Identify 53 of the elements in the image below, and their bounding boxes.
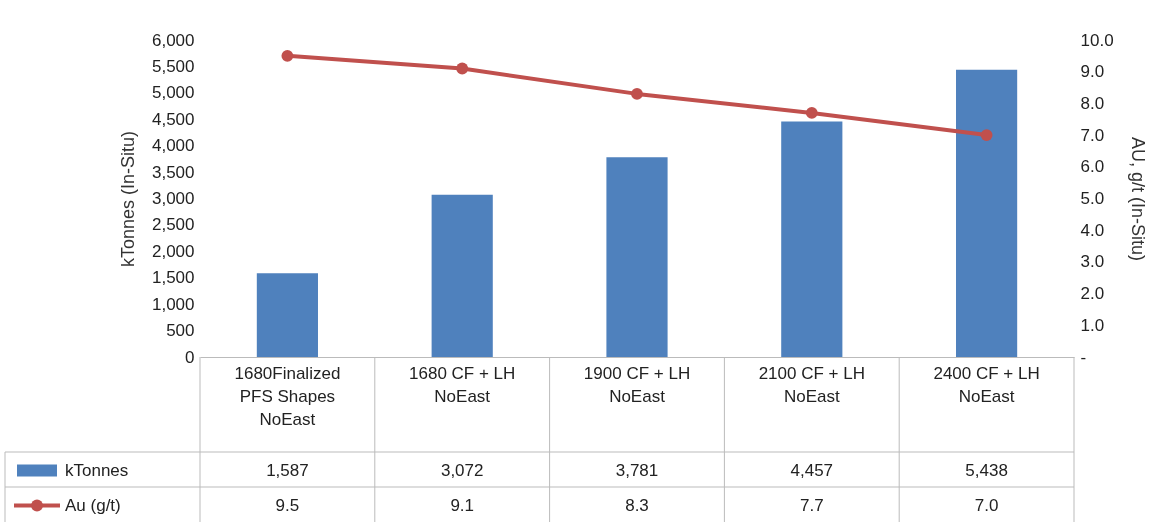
data-label: 7.0 — [974, 495, 999, 515]
data-label: 7.7 — [799, 495, 824, 515]
data-label: 8.3 — [625, 495, 649, 515]
y-tick-label: 4,500 — [151, 109, 195, 129]
y-tick-label: 6,000 — [151, 30, 195, 50]
legend-label: Au (g/t) — [65, 495, 121, 515]
data-label: 4,457 — [790, 460, 834, 480]
y2-tick-label: 10.0 — [1080, 30, 1114, 50]
y2-tick-label: 1.0 — [1080, 315, 1105, 335]
bar — [431, 194, 493, 357]
y-tick-label: 2,000 — [151, 241, 195, 261]
point — [456, 62, 469, 75]
y2-tick-label: 6.0 — [1080, 157, 1105, 177]
y2-tick-label: - — [1080, 347, 1087, 367]
data-label: 9.5 — [275, 495, 300, 515]
bar — [606, 157, 668, 357]
y-tick-label: 1,000 — [151, 294, 195, 314]
y-tick-label: 2,500 — [151, 215, 195, 235]
x-tick-label: 1900 CF + LH NoEast — [583, 363, 691, 406]
point — [631, 87, 643, 100]
y2-tick-label: 2.0 — [1080, 284, 1105, 304]
point — [980, 129, 993, 141]
data-label: 1,587 — [266, 460, 309, 480]
legend-label: kTonnes — [65, 460, 129, 480]
y-tick-label: 500 — [166, 321, 195, 341]
y2-axis-title: AU, g/t (In-Situ) — [1127, 136, 1148, 262]
y-tick-label: 0 — [185, 347, 195, 367]
data-label: 3,072 — [440, 460, 484, 480]
y2-tick-label: 3.0 — [1080, 252, 1105, 272]
data-label: 3,781 — [615, 460, 659, 480]
x-tick-label: 1680 CF + LH NoEast — [409, 363, 516, 406]
x-tick-label: 1680Finalized PFS Shapes NoEast — [234, 363, 341, 429]
y-axis-title: kTonnes (In-Situ) — [117, 130, 138, 268]
bar — [956, 69, 1018, 357]
data-label: 9.1 — [450, 495, 475, 515]
y-tick-label: 3,000 — [151, 189, 195, 208]
data-label: 5,438 — [965, 460, 1008, 480]
y-tick-label: 4,000 — [151, 136, 195, 156]
point — [281, 49, 294, 62]
y-tick-label: 5,500 — [151, 56, 195, 76]
point — [805, 107, 818, 119]
bar — [256, 273, 318, 357]
y2-tick-label: 9.0 — [1080, 62, 1105, 82]
y-tick-label: 1,500 — [151, 268, 195, 288]
y-tick-label: 5,000 — [151, 83, 195, 103]
bar — [781, 121, 843, 357]
y2-tick-label: 7.0 — [1080, 125, 1105, 145]
x-tick-label: 2100 CF + LH NoEast — [758, 363, 865, 406]
y2-tick-label: 4.0 — [1080, 220, 1105, 240]
y2-tick-label: 5.0 — [1080, 189, 1105, 208]
y2-tick-label: 8.0 — [1080, 93, 1105, 113]
x-tick-label: 2400 CF + LH NoEast — [933, 363, 1040, 406]
y-tick-label: 3,500 — [151, 162, 195, 182]
